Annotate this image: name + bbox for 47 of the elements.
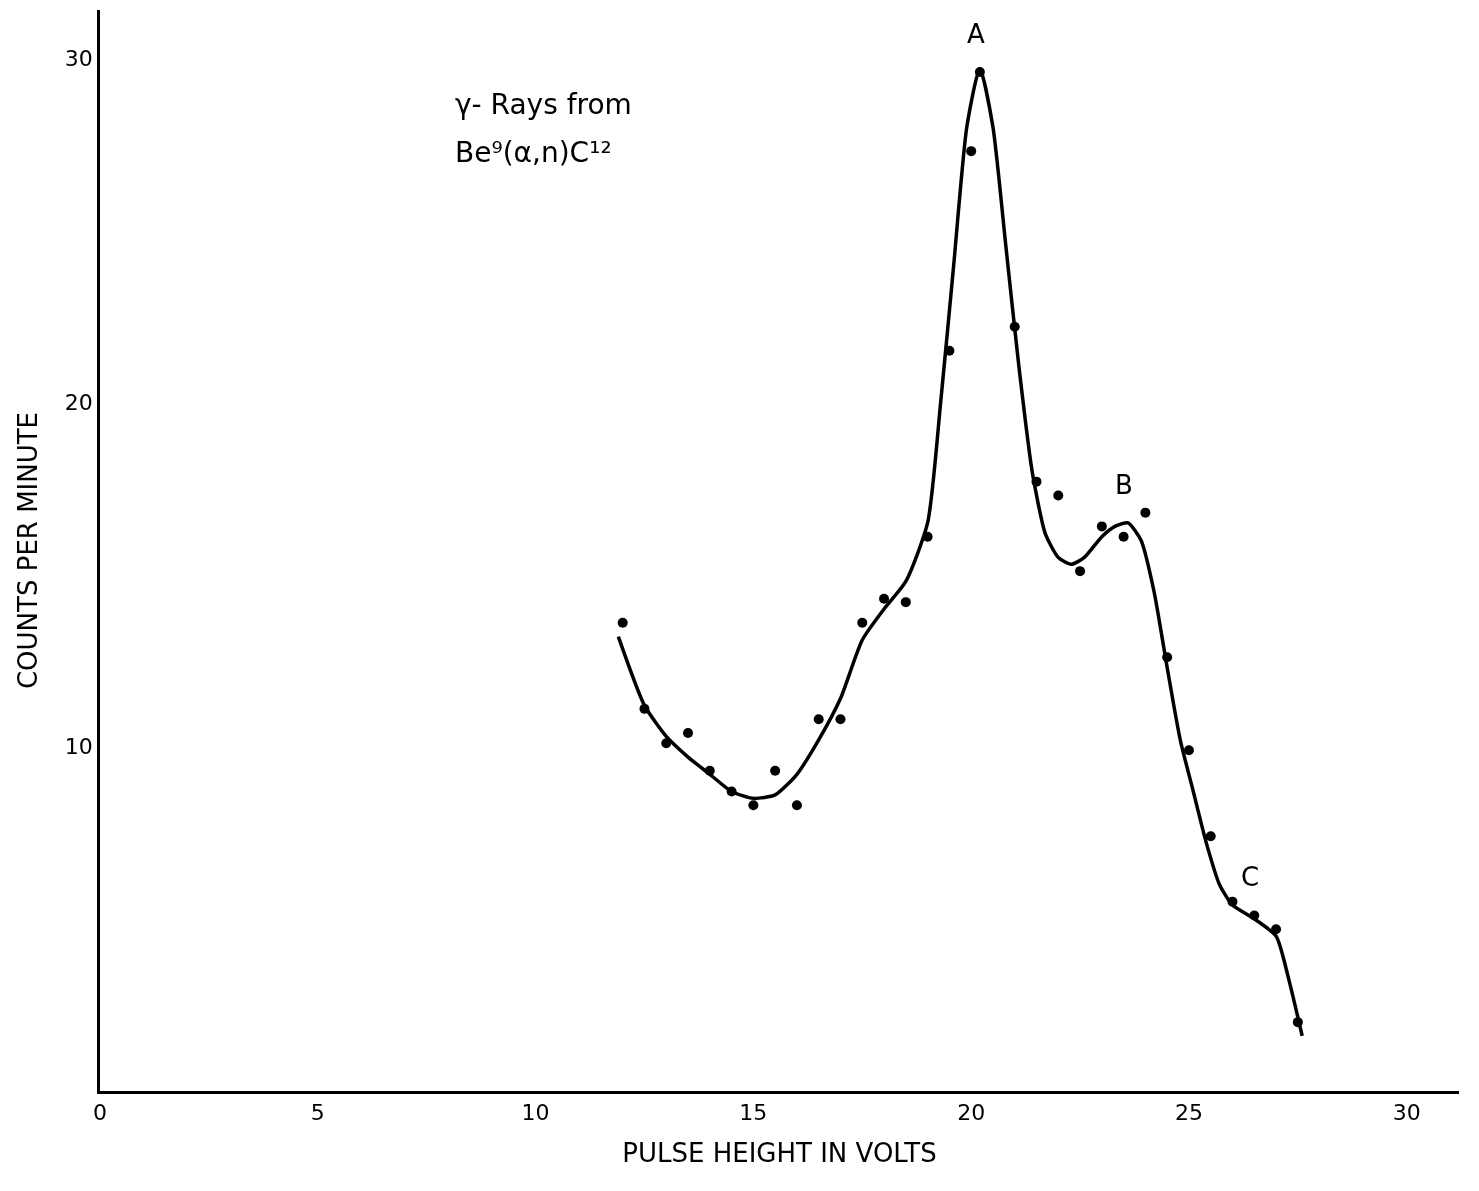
y-tick-label: 20 bbox=[64, 390, 93, 416]
point bbox=[1118, 531, 1129, 542]
point bbox=[900, 597, 911, 608]
point bbox=[1053, 490, 1064, 501]
point bbox=[1096, 521, 1107, 532]
x-tick-label: 25 bbox=[1174, 1100, 1203, 1126]
x-tick-label: 5 bbox=[310, 1100, 325, 1126]
y-tick-label: 30 bbox=[64, 45, 93, 71]
annotation: A bbox=[967, 19, 985, 49]
point bbox=[726, 786, 737, 797]
point bbox=[857, 617, 868, 628]
point bbox=[1227, 896, 1238, 907]
point bbox=[639, 703, 650, 714]
point bbox=[1075, 566, 1086, 577]
point bbox=[704, 765, 715, 776]
x-axis-title: PULSE HEIGHT IN VOLTS bbox=[622, 1137, 937, 1168]
point bbox=[966, 146, 977, 157]
point bbox=[661, 738, 672, 749]
point bbox=[1162, 652, 1173, 663]
point bbox=[1140, 507, 1151, 518]
x-tick-label: 15 bbox=[739, 1100, 768, 1126]
point bbox=[770, 765, 781, 776]
point bbox=[1292, 1017, 1303, 1028]
annotation: B bbox=[1115, 470, 1133, 500]
point bbox=[1271, 924, 1282, 935]
annotation: C bbox=[1241, 862, 1260, 892]
point bbox=[748, 800, 759, 811]
point bbox=[835, 714, 846, 725]
point bbox=[1031, 476, 1042, 487]
point bbox=[879, 593, 890, 604]
point bbox=[791, 800, 802, 811]
point bbox=[683, 727, 694, 738]
annotation: γ- Rays from bbox=[455, 88, 632, 121]
y-axis-title: COUNTS PER MINUTE bbox=[13, 411, 44, 690]
point bbox=[1205, 831, 1216, 842]
point bbox=[617, 617, 628, 628]
y-tick-label: 10 bbox=[64, 734, 93, 760]
point bbox=[813, 714, 824, 725]
x-tick-label: 20 bbox=[957, 1100, 986, 1126]
annotation: Be⁹(α,n)C¹² bbox=[455, 136, 612, 169]
point bbox=[1249, 910, 1260, 921]
x-tick-label: 10 bbox=[521, 1100, 550, 1126]
point bbox=[974, 66, 985, 77]
point bbox=[1183, 745, 1194, 756]
point bbox=[1009, 321, 1020, 332]
x-tick-label: 30 bbox=[1392, 1100, 1421, 1126]
x-tick-label: 0 bbox=[93, 1100, 107, 1126]
